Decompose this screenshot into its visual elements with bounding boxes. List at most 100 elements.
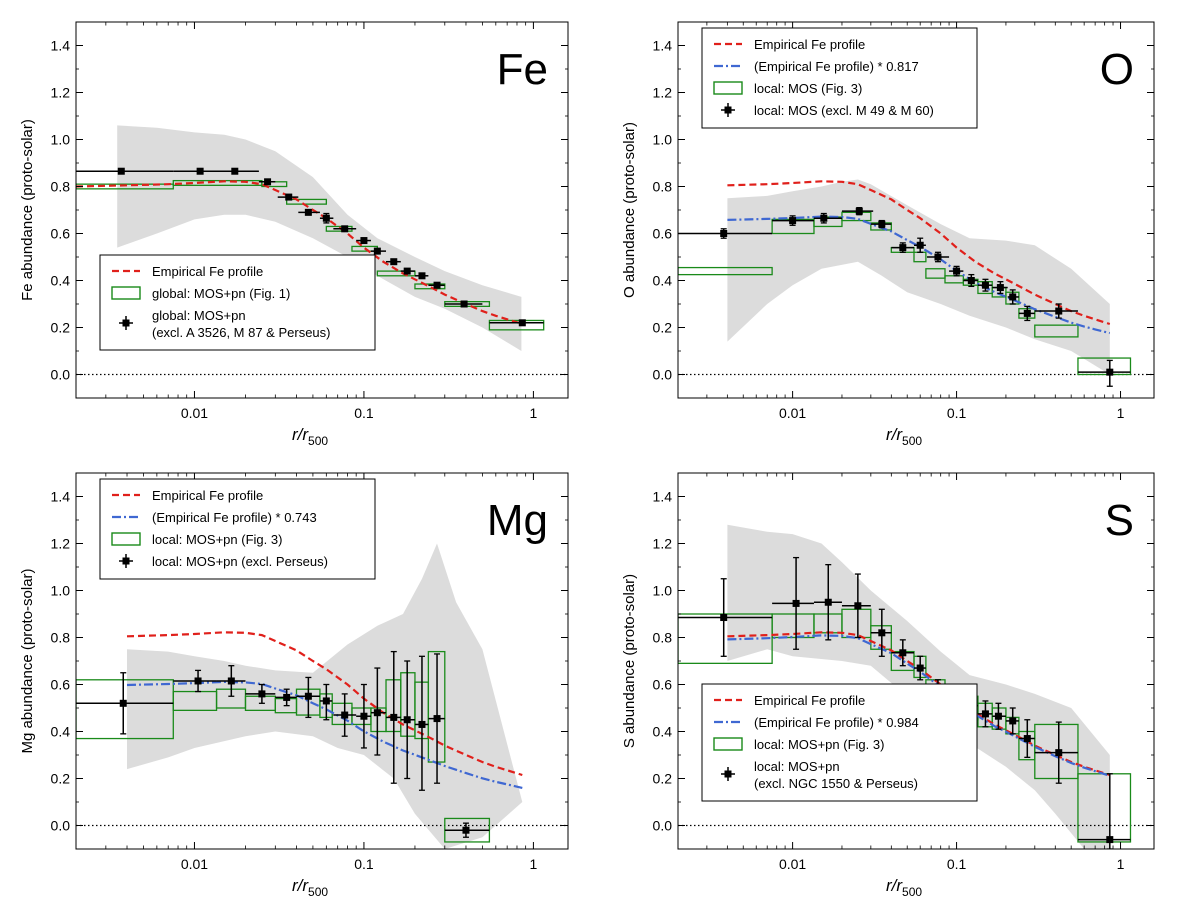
- data-point: [772, 556, 814, 650]
- y-tick-label: 1.4: [653, 38, 673, 54]
- legend: Empirical Fe profile (Empirical Fe profil…: [99, 478, 376, 580]
- legend-green-box: [111, 532, 141, 546]
- x-tick-label: 1: [530, 405, 538, 421]
- data-point: [949, 265, 964, 277]
- legend-text: local: MOS+pn: [754, 759, 840, 774]
- legend-point-marker: [122, 319, 130, 327]
- x-axis-title: r/r500: [886, 876, 922, 899]
- fe-profile-line: [727, 180, 1111, 326]
- data-point: [319, 683, 333, 721]
- data-point: [296, 676, 320, 719]
- legend-item: local: MOS+pn (Fig. 3): [111, 532, 282, 547]
- legend-item: Empirical Fe profile: [112, 264, 263, 279]
- data-point: [963, 273, 978, 288]
- x-tick-label: 0.01: [779, 405, 806, 421]
- data-point: [913, 237, 926, 253]
- legend-text: global: MOS+pn: [152, 308, 246, 323]
- plot-area: [678, 179, 1154, 387]
- data-point: [489, 319, 544, 327]
- scatter-envelope: [727, 179, 1110, 375]
- y-tick-label: 0.4: [51, 273, 71, 289]
- data-point: [275, 688, 297, 707]
- y-tick-label: 0.4: [51, 724, 71, 740]
- data-point: [891, 242, 914, 253]
- legend-item: Empirical Fe profile: [714, 693, 865, 708]
- element-label: Fe: [497, 45, 548, 94]
- scaled-profile-line: [126, 680, 523, 789]
- data-point: [277, 193, 299, 201]
- legend: Empirical Fe profile (Empirical Fe profil…: [701, 683, 978, 802]
- data-point: [977, 700, 993, 728]
- data-point: [207, 167, 259, 175]
- data-point: [414, 655, 429, 791]
- legend-text: local: MOS+pn (Fig. 3): [754, 737, 884, 752]
- legend: Empirical Fe profile global: MOS+pn (Fig.…: [99, 254, 376, 351]
- element-label: S: [1105, 496, 1134, 545]
- data-point: [76, 167, 174, 175]
- x-tick-label: 0.1: [947, 856, 967, 872]
- y-tick-label: 1.0: [51, 583, 71, 599]
- legend-box: [701, 27, 978, 129]
- data-point: [913, 655, 926, 681]
- data-point: [444, 822, 490, 838]
- y-tick-label: 0.2: [51, 320, 71, 336]
- scaled-profile-line: [727, 634, 1111, 777]
- data-point: [870, 608, 892, 657]
- y-tick-label: 1.4: [51, 38, 71, 54]
- element-label: Mg: [487, 496, 548, 545]
- green-box: [1034, 723, 1079, 780]
- y-tick-label: 0.8: [653, 179, 673, 195]
- y-tick-label: 1.2: [653, 85, 673, 101]
- legend-item: local: MOS+pn (Fig. 3): [713, 737, 884, 752]
- data-point: [678, 578, 773, 657]
- legend-green-box: [713, 81, 743, 95]
- green-box: [813, 216, 843, 228]
- data-point: [370, 247, 387, 255]
- legend-green-box: [713, 737, 743, 751]
- y-tick-label: 0.4: [653, 724, 673, 740]
- legend-box: [99, 254, 376, 351]
- data-point: [813, 212, 842, 224]
- data-point: [992, 702, 1006, 730]
- legend-text: local: MOS+pn (excl. Perseus): [152, 554, 328, 569]
- legend-green-box: [111, 286, 141, 300]
- green-box: [488, 319, 545, 331]
- data-point: [813, 564, 842, 641]
- green-box: [678, 613, 773, 664]
- data-point: [1077, 773, 1131, 849]
- y-tick-label: 0.8: [51, 179, 71, 195]
- y-tick-label: 0.8: [51, 630, 71, 646]
- data-point: [173, 669, 217, 693]
- data-point: [356, 683, 371, 749]
- legend-text: Empirical Fe profile: [754, 37, 865, 52]
- legend-item: Empirical Fe profile: [714, 37, 865, 52]
- x-tick-label: 0.1: [354, 405, 374, 421]
- panel-mg: 0.0 0.2 0.4 0.6 0.8 1.0 1.2 1.4 0.01 0.1 1 r/r500 Mg…: [19, 472, 569, 899]
- data-point: [428, 653, 445, 784]
- x-axis-title: r/r500: [886, 425, 922, 448]
- y-tick-label: 0.0: [653, 367, 673, 383]
- data-point: [400, 267, 415, 275]
- legend-item: (Empirical Fe profile) * 0.743: [112, 510, 317, 525]
- y-tick-label: 0.0: [51, 818, 71, 834]
- element-label: O: [1100, 45, 1134, 94]
- y-tick-label: 1.0: [653, 583, 673, 599]
- green-box: [286, 198, 327, 205]
- scatter-envelope: [117, 125, 522, 352]
- y-tick-label: 0.4: [653, 273, 673, 289]
- legend-text: (excl. A 3526, M 87 & Perseus): [152, 325, 330, 340]
- data-point: [356, 237, 371, 245]
- data-point: [216, 665, 246, 697]
- legend-text: local: MOS (Fig. 3): [754, 81, 862, 96]
- data-point: [76, 672, 174, 735]
- x-axis-title: r/r500: [292, 425, 328, 448]
- x-tick-label: 1: [1117, 856, 1125, 872]
- data-point: [1077, 359, 1131, 387]
- y-tick-label: 1.0: [653, 132, 673, 148]
- data-point: [992, 281, 1008, 295]
- data-point: [319, 212, 334, 224]
- legend-item: global: MOS+pn (Fig. 1): [111, 286, 290, 301]
- y-axis-title: Fe abundance (proto-solar): [19, 119, 36, 301]
- legend-text: local: MOS+pn (Fig. 3): [152, 532, 282, 547]
